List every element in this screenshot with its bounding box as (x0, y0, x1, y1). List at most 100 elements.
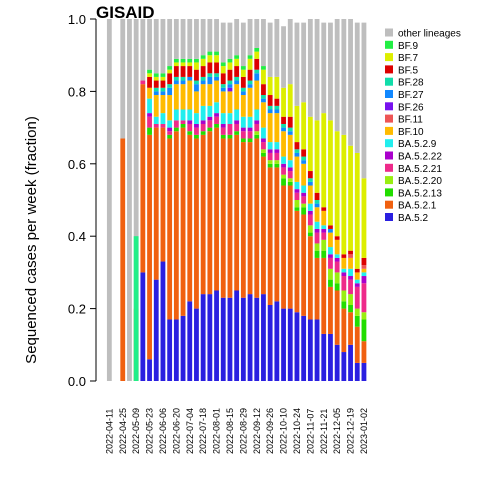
bar-segment-12-5 (187, 120, 193, 124)
bar-segment-37-12 (354, 268, 360, 273)
bar-segment-14-15 (200, 19, 206, 56)
bar-segment-16-14 (214, 51, 219, 56)
legend-swatch-14 (385, 200, 393, 209)
bar-segment-15-1 (207, 131, 213, 295)
bar-segment-33-0 (328, 333, 333, 381)
bar-segment-22-0 (254, 297, 260, 381)
bar-segment-24-7 (267, 113, 273, 143)
x-tick-label-2: 2022-05-09 (131, 408, 141, 454)
legend-label-13: BA.5.2.13 (398, 188, 442, 199)
bar-segment-36-7 (348, 257, 353, 269)
bar-segment-38-8 (361, 265, 367, 269)
bar-segment-13-11 (194, 80, 199, 85)
bar-segment-10-15 (173, 19, 179, 59)
bar-segment-21-15 (247, 19, 253, 56)
bar-segment-18-10 (227, 84, 233, 88)
bar-segment-35-1 (341, 308, 347, 353)
bar-segment-12-15 (187, 19, 193, 59)
bar-segment-24-1 (267, 167, 273, 305)
bar-segment-11-12 (180, 66, 186, 77)
bar-segment-10-1 (173, 131, 179, 320)
bar-segment-20-4 (240, 131, 246, 139)
bar-segment-34-6 (334, 254, 340, 258)
bar-segment-21-6 (247, 116, 253, 128)
bar-segment-19-5 (234, 120, 240, 124)
bar-segment-2-1 (120, 138, 126, 381)
bar-segment-12-6 (187, 109, 193, 121)
bar-segment-11-10 (180, 80, 186, 85)
bar-segment-11-6 (180, 109, 186, 121)
bar-segment-30-1 (307, 236, 313, 320)
bar-segment-30-6 (307, 203, 313, 211)
bar-segment-12-4 (187, 123, 193, 132)
bar-segment-21-13 (247, 58, 253, 70)
bar-segment-38-13 (361, 178, 367, 258)
bar-segment-28-4 (294, 192, 300, 200)
bar-segment-15-12 (207, 62, 213, 74)
bar-segment-16-10 (214, 76, 219, 81)
bar-segment-7-13 (153, 76, 159, 81)
bar-segment-31-0 (314, 319, 320, 381)
bar-segment-31-15 (314, 19, 320, 121)
bar-segment-33-5 (328, 254, 333, 258)
bar-segment-37-6 (354, 279, 360, 284)
bar-segment-22-11 (254, 69, 260, 74)
bar-segment-7-7 (153, 95, 159, 117)
bar-segment-13-1 (194, 138, 199, 309)
bar-segment-30-13 (307, 116, 313, 172)
bar-segment-17-5 (220, 123, 226, 128)
bar-segment-19-1 (234, 134, 240, 291)
bar-segment-18-15 (227, 22, 233, 59)
bar-segment-38-3 (361, 312, 367, 320)
bar-segment-34-4 (334, 261, 340, 273)
bar-segment-26-0 (281, 308, 286, 381)
bar-segment-38-12 (361, 257, 367, 266)
bar-segment-21-2 (247, 138, 253, 143)
bar-segment-38-4 (361, 283, 367, 313)
bar-segment-28-0 (294, 312, 300, 381)
bar-segment-6-7 (147, 87, 152, 99)
bar-segment-10-10 (173, 80, 179, 85)
bar-segment-23-10 (261, 98, 266, 103)
bar-segment-35-5 (341, 272, 347, 277)
bar-segment-29-15 (301, 22, 307, 103)
bar-segment-27-6 (287, 160, 293, 168)
bar-segment-6-15 (147, 19, 152, 70)
bar-segment-19-13 (234, 58, 240, 67)
bar-segment-6-1 (147, 134, 152, 360)
legend-swatch-0 (385, 28, 393, 37)
bar-segment-20-1 (240, 142, 246, 298)
bar-segment-2-15 (120, 19, 126, 139)
bar-segment-8-7 (160, 95, 166, 114)
bar-segment-32-6 (321, 225, 327, 229)
legend-swatch-8 (385, 126, 393, 135)
bar-segment-27-15 (287, 19, 293, 85)
bar-segment-10-0 (173, 319, 179, 381)
bar-segment-6-0 (147, 359, 152, 381)
bar-segment-28-7 (294, 156, 300, 182)
bar-segment-36-3 (348, 294, 353, 305)
bar-segment-14-6 (200, 105, 206, 121)
bar-segment-18-6 (227, 113, 233, 124)
bar-segment-5-15 (140, 19, 146, 81)
bar-segment-19-10 (234, 80, 240, 85)
bar-segment-7-4 (153, 123, 159, 128)
bar-segment-22-1 (254, 138, 260, 298)
bar-segment-36-0 (348, 344, 353, 381)
bar-segment-23-14 (261, 66, 266, 70)
bar-segment-20-0 (240, 297, 246, 381)
bar-segment-29-5 (301, 192, 307, 197)
bar-segment-22-15 (254, 19, 260, 48)
bar-segment-29-6 (301, 185, 307, 193)
bar-segment-35-3 (341, 290, 347, 302)
bar-segment-33-7 (328, 232, 333, 248)
bar-segment-6-6 (147, 98, 152, 114)
bar-segment-35-0 (341, 352, 347, 381)
bar-segment-30-2 (307, 232, 313, 237)
bar-segment-25-2 (274, 163, 280, 168)
x-tick-label-8: 2022-08-01 (212, 408, 222, 454)
bar-segment-38-0 (361, 362, 367, 381)
bar-segment-26-12 (281, 116, 286, 124)
bar-segment-26-13 (281, 87, 286, 117)
